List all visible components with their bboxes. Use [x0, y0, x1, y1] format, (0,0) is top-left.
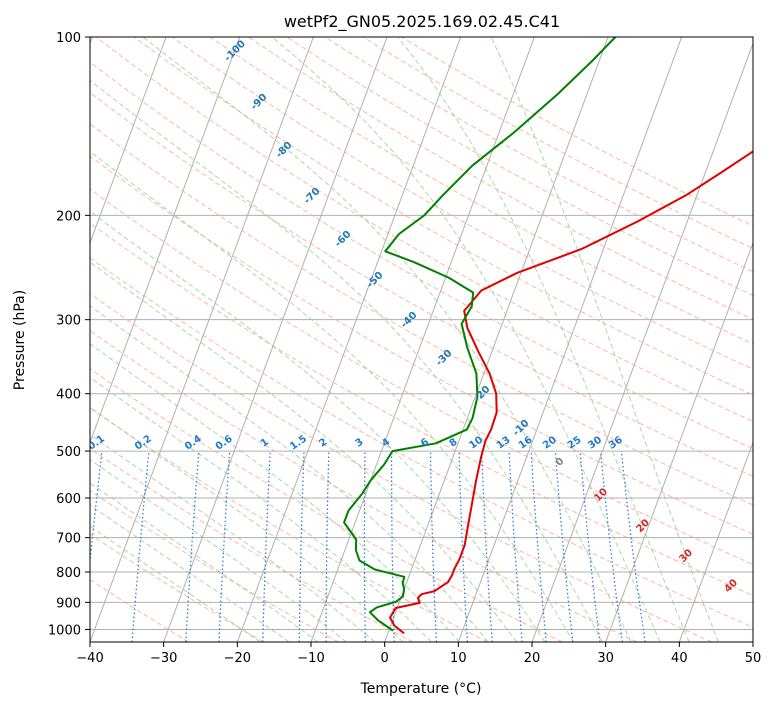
- moist-adiabat-line: [90, 210, 546, 642]
- mixing-ratio-line: [620, 451, 646, 642]
- isotherm-line: [163, 37, 388, 642]
- isotherm-line: [531, 42, 753, 642]
- x-tick-label: −30: [150, 651, 177, 666]
- sounding-series: [343, 37, 753, 635]
- dry-adiabat-line: [90, 533, 264, 642]
- dewpoint-line: [343, 37, 617, 632]
- y-tick-label: 600: [56, 492, 81, 507]
- moist-adiabat-line: [90, 504, 290, 642]
- isotherm-line: [236, 37, 462, 642]
- dry-adiabat-line: [90, 257, 753, 628]
- x-tick-label: 20: [524, 651, 541, 666]
- y-tick-label: 400: [56, 388, 81, 403]
- x-tick-label: 30: [597, 651, 614, 666]
- y-tick-label: 700: [56, 532, 81, 547]
- dry-adiabat-line: [90, 407, 488, 642]
- dry-adiabat-line: [90, 222, 753, 597]
- moist-adiabat-line: [90, 525, 261, 642]
- moist-adiabat-line: [90, 150, 575, 642]
- plot-frame: [89, 36, 754, 643]
- moist-adiabat-line: [90, 406, 404, 642]
- mixing-ratio-line: [579, 451, 601, 642]
- mixing-ratio-line: [600, 451, 623, 642]
- mixing-ratio-line: [90, 451, 103, 567]
- x-tick-label: −20: [224, 651, 251, 666]
- moist-adiabat-line: [271, 37, 661, 642]
- x-tick-label: −40: [76, 651, 103, 666]
- dry-adiabat-line: [90, 123, 753, 506]
- isotherm-line: [457, 37, 683, 642]
- dry-adiabat-line: [248, 37, 753, 320]
- isotherm-line: [605, 241, 753, 642]
- moist-adiabat-line: [90, 459, 347, 642]
- moist-adiabat-line: [90, 305, 489, 642]
- y-tick-label: 800: [56, 566, 81, 581]
- x-tick-label: 50: [745, 651, 762, 666]
- x-tick-label: 10: [450, 651, 467, 666]
- moist-adiabat-line: [490, 37, 719, 642]
- chart-title: wetPf2_GN05.2025.169.02.45.C41: [284, 12, 560, 32]
- mixing-ratio-line: [554, 451, 574, 642]
- y-tick-label: 500: [56, 445, 81, 460]
- moist-adiabat-line: [90, 261, 517, 642]
- temperature-line: [389, 150, 753, 635]
- dry-adiabat-line: [90, 293, 712, 642]
- y-tick-label: 1000: [48, 623, 81, 638]
- isotherm-line: [90, 37, 167, 245]
- isotherm-line: [678, 441, 753, 642]
- moist-adiabat-line: [90, 79, 603, 642]
- mixing-ratio-line: [131, 451, 150, 642]
- y-tick-label: 300: [56, 314, 81, 329]
- y-tick-label: 100: [56, 31, 81, 46]
- isotherm-line: [90, 37, 314, 642]
- reference-lines: [90, 37, 753, 642]
- dry-adiabat-line: [90, 61, 753, 450]
- y-axis-label: Pressure (hPa): [12, 290, 28, 390]
- isotherm-line: [90, 37, 241, 444]
- dry-adiabat-line: [90, 92, 753, 477]
- dry-adiabat-line: [210, 37, 753, 345]
- y-tick-label: 200: [56, 209, 81, 224]
- mixing-ratio-line: [530, 451, 547, 642]
- y-tick-label: 900: [56, 596, 81, 611]
- x-tick-label: −10: [297, 651, 324, 666]
- moist-adiabat-line: [90, 343, 461, 642]
- x-tick-label: 0: [381, 651, 389, 666]
- axes: −40 −30 −20 −10 0 10 20 30 40 50 1000 900 800 700 600 5…: [48, 31, 761, 666]
- dry-adiabat-line: [90, 447, 414, 642]
- x-axis-label: Temperature (°C): [360, 681, 482, 697]
- dry-adiabat-line: [90, 188, 753, 565]
- moist-adiabat-line: [90, 376, 432, 642]
- dry-adiabat-line: [286, 37, 753, 296]
- moist-adiabat-line: [90, 434, 376, 642]
- isotherm-line: [384, 37, 609, 642]
- moist-adiabat-line: [142, 37, 632, 642]
- x-tick-label: 40: [671, 651, 688, 666]
